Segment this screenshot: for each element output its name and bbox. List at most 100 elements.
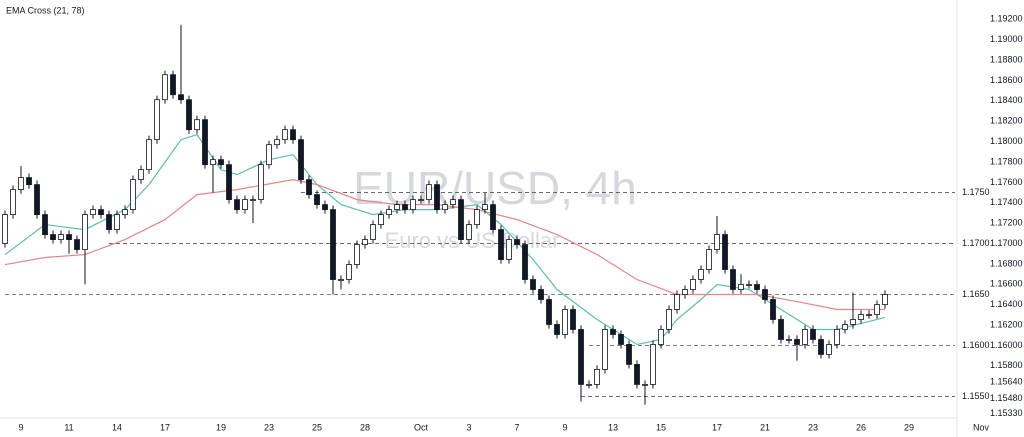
x-tick-label: 29 bbox=[904, 422, 914, 432]
candle-body bbox=[786, 339, 792, 341]
y-tick-label: 1.15480 bbox=[990, 393, 1023, 403]
candle-body bbox=[42, 214, 48, 235]
x-tick-label: Oct bbox=[414, 422, 429, 432]
price-level-box bbox=[959, 237, 987, 250]
x-tick-label: 25 bbox=[312, 422, 322, 432]
candle-body bbox=[450, 199, 456, 206]
candle-body bbox=[818, 339, 824, 355]
candle-body bbox=[594, 369, 600, 385]
candle-body bbox=[562, 309, 568, 335]
candle-body bbox=[314, 194, 320, 206]
candle-body bbox=[618, 334, 624, 345]
candle-body bbox=[714, 234, 720, 250]
candle-body bbox=[146, 139, 152, 171]
candle-body bbox=[642, 384, 648, 386]
candle-body bbox=[66, 234, 72, 240]
candle-body bbox=[474, 209, 480, 225]
y-tick-label: 1.19200 bbox=[990, 14, 1023, 24]
candle-body bbox=[162, 74, 168, 101]
candle-body bbox=[194, 119, 200, 131]
candle-body bbox=[90, 209, 96, 215]
candle-body bbox=[658, 329, 664, 345]
x-tick-label: 17 bbox=[712, 422, 722, 432]
candle-body bbox=[82, 214, 88, 250]
y-tick-label: 1.16800 bbox=[990, 258, 1023, 268]
candle-body bbox=[850, 319, 856, 325]
candle-body bbox=[466, 224, 472, 240]
candle-body bbox=[730, 269, 736, 290]
candle-body bbox=[810, 329, 816, 340]
candle-body bbox=[306, 179, 312, 196]
candle-body bbox=[170, 74, 176, 96]
candle-body bbox=[538, 289, 544, 300]
candle-body bbox=[298, 139, 304, 181]
candle-body bbox=[386, 209, 392, 215]
candle-body bbox=[2, 214, 8, 244]
candle-body bbox=[234, 199, 240, 210]
candle-body bbox=[570, 309, 576, 330]
y-tick-label: 1.18400 bbox=[990, 95, 1023, 105]
x-tick-label: 26 bbox=[856, 422, 866, 432]
candle-body bbox=[530, 279, 536, 290]
x-tick-label: 19 bbox=[216, 422, 226, 432]
candle-body bbox=[330, 209, 336, 280]
candle-body bbox=[458, 199, 464, 240]
x-tick-label: 11 bbox=[64, 422, 73, 432]
candle-body bbox=[354, 244, 360, 265]
candle-body bbox=[98, 209, 104, 215]
candle-body bbox=[674, 294, 680, 310]
candle-body bbox=[442, 204, 448, 210]
candle-body bbox=[874, 304, 880, 315]
candle-body bbox=[482, 204, 488, 210]
candle-body bbox=[218, 159, 224, 166]
watermark-subtitle: Euro vs US Dollar bbox=[385, 228, 560, 253]
price-level-label: 1.1700 bbox=[962, 238, 990, 248]
candle-body bbox=[762, 289, 768, 300]
price-level-box bbox=[959, 186, 987, 199]
y-tick-label: 1.16000 bbox=[990, 340, 1023, 350]
candle-body bbox=[34, 184, 40, 215]
price-level-label: 1.1750 bbox=[962, 187, 990, 197]
x-tick-label: 23 bbox=[808, 422, 818, 432]
x-tick-label: Nov bbox=[973, 422, 990, 432]
candle-body bbox=[634, 364, 640, 385]
x-tick-label: 15 bbox=[656, 422, 666, 432]
candle-body bbox=[682, 289, 688, 295]
candle-body bbox=[186, 99, 192, 131]
y-tick-label: 1.17600 bbox=[990, 177, 1023, 187]
candle-body bbox=[506, 239, 512, 260]
y-tick-label: 1.16200 bbox=[990, 319, 1023, 329]
candle-body bbox=[690, 279, 696, 290]
candle-body bbox=[434, 184, 440, 210]
candle-body bbox=[746, 284, 752, 286]
candle-body bbox=[338, 279, 344, 281]
candle-body bbox=[202, 119, 208, 166]
y-tick-label: 1.18800 bbox=[990, 54, 1023, 64]
y-tick-label: 1.17800 bbox=[990, 156, 1023, 166]
x-tick-label: 13 bbox=[608, 422, 618, 432]
candle-body bbox=[106, 214, 112, 230]
candle-body bbox=[522, 244, 528, 280]
x-tick-label: 23 bbox=[264, 422, 274, 432]
candle-body bbox=[290, 129, 296, 141]
price-level-label: 1.1550 bbox=[962, 391, 990, 401]
price-level-label: 1.1650 bbox=[962, 289, 990, 299]
candle-body bbox=[770, 299, 776, 320]
price-level-box bbox=[959, 390, 987, 403]
candle-body bbox=[274, 139, 280, 146]
candle-body bbox=[666, 309, 672, 330]
candle-body bbox=[410, 199, 416, 210]
x-tick-label: 21 bbox=[760, 422, 770, 432]
candle-body bbox=[610, 329, 616, 335]
candle-body bbox=[394, 204, 400, 210]
candle-body bbox=[706, 249, 712, 270]
candle-body bbox=[226, 164, 232, 201]
candle-body bbox=[882, 294, 888, 305]
x-tick-label: 9 bbox=[18, 422, 23, 432]
candle-body bbox=[602, 329, 608, 370]
chart-title: EMA Cross (21, 78) bbox=[6, 5, 85, 15]
x-tick-label: 28 bbox=[360, 422, 370, 432]
y-tick-label: 1.16400 bbox=[990, 299, 1023, 309]
candle-body bbox=[154, 99, 160, 141]
